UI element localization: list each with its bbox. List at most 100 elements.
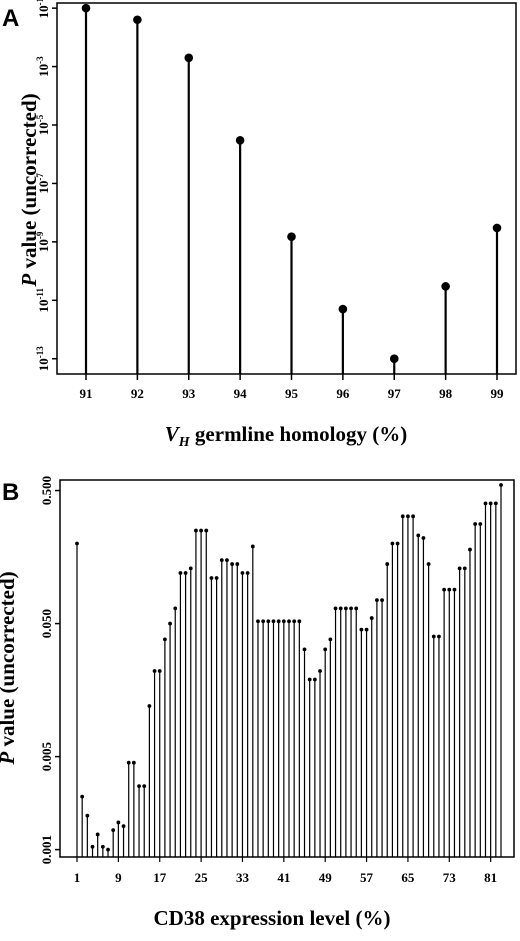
panel-b-point	[400, 514, 405, 519]
panel-a-x-tick-label: 95	[285, 386, 299, 401]
panel-a-x-tick-label: 98	[439, 386, 453, 401]
panel-b-point	[126, 760, 131, 765]
panel-b-point	[173, 606, 178, 611]
panel-a-y-tick-label: 10-13	[35, 346, 51, 371]
panel-b-point	[328, 637, 333, 642]
panel-a-point	[441, 282, 450, 291]
panel-b-point	[100, 844, 105, 849]
panel-b-point	[473, 522, 478, 526]
panel-b-point	[152, 669, 157, 673]
panel-b-point	[168, 621, 172, 626]
panel-b-y-tick-label: 0.005	[39, 741, 54, 771]
panel-b-point	[380, 598, 384, 603]
panel-b-x-tick-label: 65	[401, 870, 415, 885]
panel-a-letter: A	[2, 5, 19, 32]
panel-b-point	[266, 619, 271, 624]
panel-b-point	[323, 647, 328, 652]
panel-b-frame	[59, 479, 515, 858]
panel-b-point	[416, 533, 421, 538]
panel-a-y-tick-label: 10-11	[35, 288, 51, 313]
panel-b-point	[142, 784, 147, 789]
panel-b-x-axis: 1 9 17 25 33 41 49 57 65 73 81	[74, 857, 497, 885]
panel-b-point	[240, 571, 245, 575]
panel-b-point	[235, 562, 240, 566]
panel-b-point	[178, 571, 183, 575]
panel-b-point	[297, 619, 302, 624]
panel-b-y-label: P value (uncorrected)	[0, 571, 19, 765]
panel-b-point	[85, 813, 90, 818]
panel-b-point	[204, 528, 209, 533]
panel-b-point	[106, 847, 110, 852]
panel-b-point	[385, 562, 390, 566]
panel-a-point	[184, 53, 194, 63]
panel-a-y-tick-label: 10-3	[35, 56, 51, 77]
panel-a-y-tick-label: 10-5	[35, 114, 51, 135]
panel-b-point	[343, 606, 348, 611]
panel-b-point	[292, 619, 297, 624]
panel-b-point	[442, 587, 447, 592]
panel-b-point	[375, 598, 379, 603]
panel-b-y-tick-label: 0.050	[39, 609, 54, 638]
panel-a-x-tick-label: 99	[491, 386, 505, 401]
panel-a-point	[81, 3, 91, 13]
panel-b-point	[80, 794, 85, 799]
panel-b-point	[478, 522, 483, 526]
panel-b-point	[183, 571, 188, 575]
panel-b-letter: B	[2, 479, 19, 506]
panel-a-point	[235, 135, 245, 145]
panel-b-point	[462, 566, 467, 571]
panel-b-point	[261, 619, 266, 624]
panel-b-point	[359, 627, 364, 632]
panel-b-point	[447, 587, 452, 592]
panel-b-point	[230, 562, 235, 566]
panel-a-x-label: VH germline homology (%)	[165, 422, 407, 450]
panel-a-x-tick-label: 97	[388, 386, 402, 401]
panel-b-point	[95, 832, 100, 837]
panel-a-point	[389, 354, 399, 364]
panel-b-point	[431, 634, 436, 639]
panel-b-point	[318, 669, 322, 673]
panel-b-point	[111, 828, 116, 833]
panel-b-point	[188, 566, 193, 571]
panel-b-point	[499, 483, 503, 487]
panel-a-point	[492, 223, 502, 233]
panel-b-point	[287, 619, 291, 624]
panel-b-point	[250, 544, 255, 549]
panel-b-point	[199, 528, 203, 533]
panel-b-point	[483, 501, 488, 506]
panel-b-point	[390, 541, 395, 546]
panel-b-x-tick-label: 41	[277, 870, 290, 885]
panel-b-point	[349, 606, 353, 611]
panel-b-point	[225, 558, 229, 562]
panel-a-y-tick-label: 10-7	[35, 173, 51, 194]
panel-b-point	[137, 784, 141, 789]
panel-b-point	[406, 514, 410, 519]
panel-b-point	[90, 844, 95, 849]
panel-b-point	[493, 501, 498, 506]
panel-b-point	[219, 558, 224, 562]
panel-b-point	[354, 606, 359, 611]
panel-b-x-tick-label: 9	[115, 870, 122, 885]
panel-b-point	[302, 647, 307, 652]
panel-a-x-tick-label: 96	[336, 386, 350, 401]
panel-b-y-tick-label: 0.001	[39, 835, 54, 864]
panel-b-point	[276, 619, 281, 624]
panel-a-y-label: P value (uncorrected)	[17, 93, 41, 287]
panel-a-y-tick-label: 10-9	[35, 231, 51, 252]
panel-a-y-axis: 10-1 10-3 10-5 10-7 10-9 10-11 10-13	[35, 0, 57, 371]
panel-a-y-tick-label: 10-1	[35, 0, 51, 18]
panel-a-stems	[81, 3, 502, 374]
panel-b-point	[131, 760, 136, 765]
panel-a-point	[338, 304, 348, 314]
panel-b-point	[214, 576, 219, 580]
panel-a-x-tick-label: 93	[182, 386, 196, 401]
panel-b-point	[452, 587, 457, 592]
panel-b-point	[116, 820, 121, 825]
panel-b-point	[488, 501, 493, 506]
panel-b-x-tick-label: 49	[319, 870, 333, 885]
panel-b-point	[271, 619, 276, 624]
panel-b-x-tick-label: 25	[195, 870, 209, 885]
panel-a-x-tick-label: 94	[234, 386, 248, 401]
panel-b-point	[281, 619, 286, 624]
